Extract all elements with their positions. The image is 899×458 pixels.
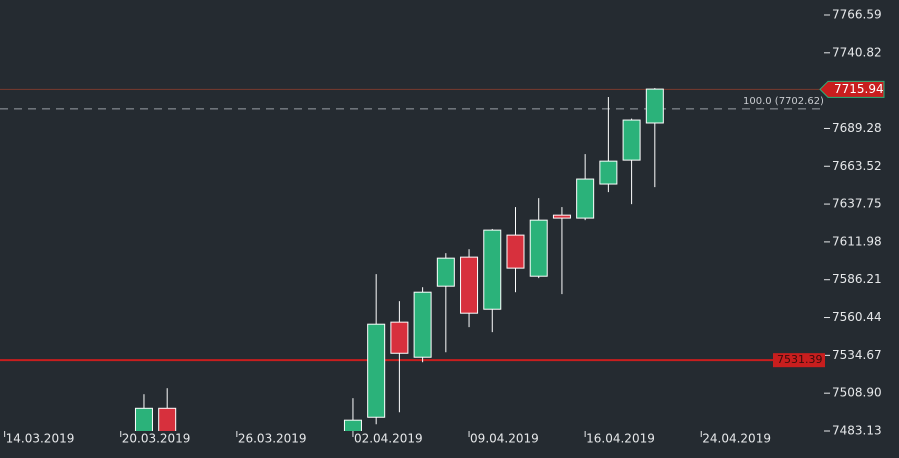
candle-body [599,160,618,185]
candle-body [413,291,432,358]
x-tick-label: 14.03.2019 [6,432,75,446]
x-tick-label: 16.04.2019 [586,432,655,446]
y-tick-label: 7766.59 [832,7,882,21]
candle-body [576,178,595,219]
candle-body [645,88,664,124]
x-tick-label: 26.03.2019 [238,432,307,446]
candle-body [436,257,455,287]
x-tick-label: 09.04.2019 [470,432,539,446]
candle-body [460,256,479,314]
support-label-box [773,353,825,368]
fib-label: 100.0 (7702.62) [743,96,824,107]
candle-body [529,219,548,277]
y-tick-label: 7586.21 [832,272,882,286]
y-tick-label: 7534.67 [832,348,882,362]
y-tick-label: 7740.82 [832,45,882,59]
candle-body [134,407,153,431]
y-tick-label: 7637.75 [832,197,882,211]
candle-body [343,419,362,431]
y-tick-label: 7508.90 [832,386,882,400]
x-tick-label: 24.04.2019 [702,432,771,446]
candle-body [552,214,571,219]
plot-area [0,88,822,431]
y-tick-label: 7663.52 [832,159,882,173]
candle-body [158,407,177,431]
y-tick-label: 7560.44 [832,310,882,324]
candle-body [506,234,525,269]
candle-body [367,323,386,418]
y-tick-label: 7483.13 [832,424,882,438]
price-tag-label: 7715.94 [834,82,884,96]
x-tick-label: 20.03.2019 [122,432,191,446]
price-tag [819,80,885,98]
candle-body [483,229,502,310]
y-tick-label: 7689.28 [832,121,882,135]
candle-body [390,321,409,354]
y-tick-label: 7611.98 [832,234,882,248]
candle-body [622,119,641,161]
x-tick-label: 02.04.2019 [354,432,423,446]
support-label: 7531.39 [777,353,823,366]
